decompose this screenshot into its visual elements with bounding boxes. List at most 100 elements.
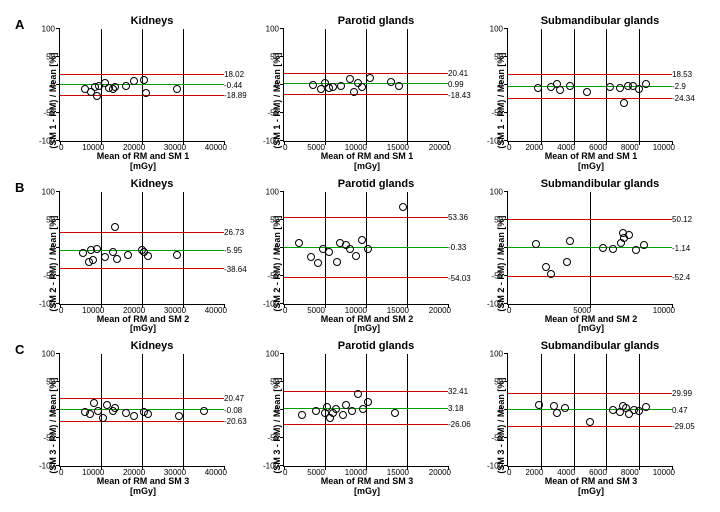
plot-area: -100-50050100: [59, 192, 224, 305]
lower-loa-line: [60, 268, 224, 269]
y-tick-label: 100: [490, 350, 508, 359]
data-point: [346, 245, 354, 253]
data-point: [312, 407, 320, 415]
y-tick-label: 100: [490, 25, 508, 34]
y-axis-label: (SM 3 - RM) / Mean [%]: [271, 354, 283, 497]
line-annotations: 53.36-0.33-54.03: [448, 192, 481, 305]
line-annotations: 29.990.47-29.05: [672, 354, 705, 467]
y-tick-label: 0: [275, 406, 284, 415]
line-annotations: 32.413.18-26.06: [448, 354, 481, 467]
upper-loa-line: [60, 398, 224, 399]
data-point: [358, 83, 366, 91]
panel-title: Submandibular glands: [541, 15, 660, 27]
x-axis-label: Mean of RM and SM 1[mGy]: [59, 152, 227, 172]
y-tick-label: 50: [494, 378, 508, 387]
data-point: [640, 241, 648, 249]
data-point: [140, 76, 148, 84]
y-tick-label: 100: [266, 25, 284, 34]
plot-area: -100-50050100: [507, 354, 672, 467]
panel-title: Kidneys: [131, 15, 174, 27]
data-point: [563, 258, 571, 266]
y-axis-label: (SM 1 - RM) / Mean [%]: [495, 29, 507, 172]
data-point: [295, 239, 303, 247]
data-point: [632, 246, 640, 254]
data-point: [556, 86, 564, 94]
data-point: [173, 85, 181, 93]
y-axis-label: (SM 2 - RM) / Mean [%]: [271, 192, 283, 335]
y-tick-label: 100: [490, 187, 508, 196]
y-axis-label: (SM 2 - RM) / Mean [%]: [495, 192, 507, 335]
data-point: [399, 203, 407, 211]
y-tick-label: -50: [267, 434, 284, 443]
x-axis-label: Mean of RM and SM 2[mGy]: [507, 315, 675, 335]
data-point: [111, 83, 119, 91]
data-point: [642, 403, 650, 411]
data-point: [346, 75, 354, 83]
y-axis-label: (SM 3 - RM) / Mean [%]: [495, 354, 507, 497]
data-point: [86, 410, 94, 418]
row-label-A: A: [15, 15, 24, 32]
row-label-C: C: [15, 340, 24, 357]
y-tick-label: -50: [491, 271, 508, 280]
upper-loa-line: [284, 73, 448, 74]
y-tick-label: -50: [43, 434, 60, 443]
data-point: [307, 253, 315, 261]
y-tick-label: -100: [39, 136, 60, 145]
data-point: [609, 245, 617, 253]
panel-A-kidneys: Kidneys(SM 1 - RM) / Mean [%]-100-500501…: [47, 15, 257, 172]
x-axis-label: Mean of RM and SM 3[mGy]: [283, 477, 451, 497]
data-point: [586, 418, 594, 426]
lower-loa-line: [284, 277, 448, 278]
y-tick-label: 100: [42, 350, 60, 359]
plot-area: -100-50050100: [283, 29, 448, 142]
data-point: [553, 409, 561, 417]
lower-loa-line: [508, 276, 672, 277]
data-point: [566, 237, 574, 245]
plot-area: -100-50050100: [59, 29, 224, 142]
data-point: [532, 240, 540, 248]
y-tick-label: -100: [39, 462, 60, 471]
y-tick-label: -50: [43, 108, 60, 117]
data-point: [348, 407, 356, 415]
y-tick-label: -50: [267, 108, 284, 117]
data-point: [113, 255, 121, 263]
upper-loa-line: [60, 74, 224, 75]
panel-title: Parotid glands: [338, 178, 414, 190]
data-point: [111, 404, 119, 412]
panel-A-parotid-glands: Parotid glands(SM 1 - RM) / Mean [%]-100…: [271, 15, 481, 172]
data-point: [391, 409, 399, 417]
data-point: [337, 82, 345, 90]
data-point: [124, 251, 132, 259]
data-point: [93, 92, 101, 100]
y-tick-label: 50: [46, 378, 60, 387]
y-tick-label: 100: [266, 350, 284, 359]
y-tick-label: 50: [46, 215, 60, 224]
y-tick-label: -50: [43, 271, 60, 280]
plot-area: -100-50050100: [283, 354, 448, 467]
data-point: [547, 270, 555, 278]
y-tick-label: 0: [51, 243, 60, 252]
lower-loa-line: [508, 98, 672, 99]
data-point: [144, 410, 152, 418]
y-tick-label: 0: [275, 243, 284, 252]
x-axis-label: Mean of RM and SM 3[mGy]: [507, 477, 675, 497]
y-tick-label: -50: [491, 108, 508, 117]
data-point: [350, 88, 358, 96]
panel-title: Parotid glands: [338, 15, 414, 27]
y-tick-label: -50: [267, 271, 284, 280]
y-tick-label: -100: [263, 299, 284, 308]
y-tick-label: -100: [487, 462, 508, 471]
data-point: [99, 414, 107, 422]
data-point: [144, 252, 152, 260]
y-tick-label: 100: [42, 25, 60, 34]
panel-B-kidneys: Kidneys(SM 2 - RM) / Mean [%]-100-500501…: [47, 178, 257, 335]
data-point: [173, 251, 181, 259]
panel-A-submandibular-glands: Submandibular glands (SM 1 - RM) / Mean […: [495, 15, 705, 172]
y-tick-label: 50: [270, 52, 284, 61]
line-annotations: 50.12-1.14-52.4: [672, 192, 705, 305]
y-tick-label: -100: [263, 462, 284, 471]
data-point: [364, 398, 372, 406]
row-label-B: B: [15, 178, 24, 195]
line-annotations: 18.53-2.9-24.34: [672, 29, 705, 142]
line-annotations: 26.73-5.95-38.64: [224, 192, 257, 305]
